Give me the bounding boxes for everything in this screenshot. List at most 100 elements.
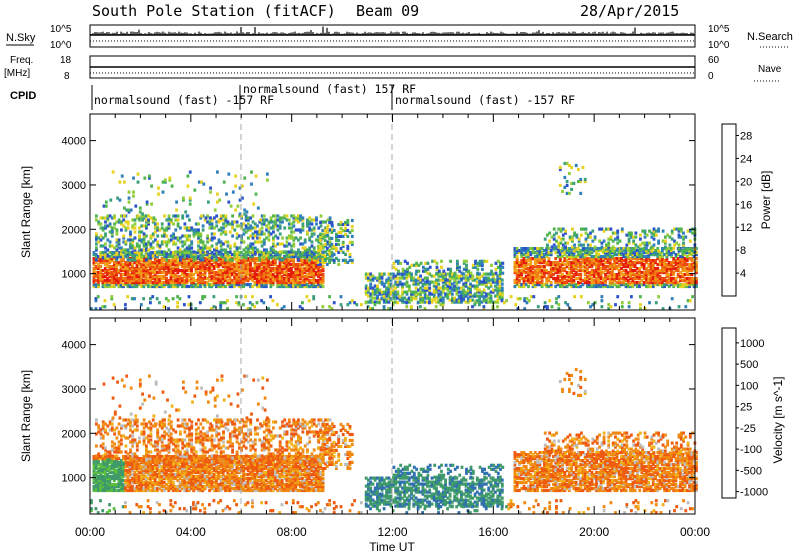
echo-cell (144, 267, 148, 271)
echo-cell (260, 273, 264, 277)
echo-cell (529, 261, 533, 265)
echo-cell (99, 216, 103, 220)
echo-cell (475, 290, 479, 294)
echo-cell (104, 254, 107, 258)
echo-cell (92, 277, 96, 281)
echo-cell (647, 265, 651, 269)
echo-cell (392, 290, 395, 294)
echo-cell (367, 286, 370, 290)
echo-cell (432, 274, 436, 278)
echo-cell (396, 284, 400, 288)
echo-cell (95, 246, 98, 250)
echo-cell (112, 281, 116, 285)
echo-cell (137, 261, 141, 265)
echo-cell (122, 255, 125, 259)
echo-cell (606, 253, 610, 257)
echo-cell (549, 253, 553, 257)
echo-cell (417, 276, 420, 280)
echo-cell (376, 300, 379, 304)
echo-cell (240, 256, 243, 260)
echo-cell (602, 249, 606, 253)
echo-cell (586, 263, 589, 267)
echo-cell (299, 257, 302, 261)
echo-cell (289, 263, 293, 267)
echo-cell (592, 249, 596, 253)
echo-cell (285, 244, 289, 248)
echo-cell (478, 288, 481, 292)
echo-cell (672, 265, 676, 269)
echo-cell (672, 277, 676, 281)
echo-cell (278, 269, 282, 273)
echo-cell (658, 251, 662, 255)
echo-cell (201, 224, 205, 228)
echo-cell (160, 263, 164, 267)
echo-cell (574, 265, 578, 269)
echo-cell (613, 275, 617, 279)
echo-cell (549, 249, 553, 253)
echo-cell (538, 271, 542, 275)
echo-cell (99, 275, 103, 279)
echo-cell (163, 252, 166, 256)
echo-cell (290, 248, 293, 252)
echo-cell (382, 272, 386, 276)
echo-cell (335, 236, 338, 240)
echo-cell (271, 277, 275, 281)
echo-cell (478, 259, 482, 263)
echo-cell (392, 284, 395, 288)
echo-cell (299, 284, 302, 289)
echo-cell (586, 283, 589, 287)
echo-cell (407, 274, 411, 278)
echo-cell (156, 275, 159, 279)
echo-cell (310, 265, 314, 269)
echo-cell (498, 288, 502, 292)
echo-cell (104, 224, 107, 228)
echo-cell (224, 275, 227, 279)
echo-cell (310, 271, 314, 275)
echo-cell (158, 267, 162, 271)
echo-cell (183, 242, 187, 246)
echo-cell (265, 250, 268, 254)
echo-cell (142, 224, 146, 228)
echo-cell (552, 269, 555, 273)
echo-cell (548, 239, 552, 243)
echo-cell (597, 275, 601, 279)
echo-cell (485, 292, 488, 296)
echo-cell (267, 263, 270, 267)
echo-cell (567, 263, 571, 267)
echo-cell (462, 296, 466, 300)
echo-cell (301, 269, 304, 273)
echo-cell (179, 226, 182, 230)
echo-cell (233, 279, 236, 283)
echo-cell (140, 214, 144, 218)
echo-cell (656, 247, 660, 251)
echo-cell (106, 261, 109, 265)
echo-cell (499, 269, 502, 273)
echo-cell (215, 251, 218, 255)
echo-cell (577, 273, 580, 277)
echo-cell (203, 253, 207, 257)
echo-cell (608, 283, 612, 287)
echo-cell (124, 279, 128, 283)
echo-cell (112, 263, 116, 267)
echo-cell (337, 258, 341, 262)
echo-cell (124, 250, 128, 254)
echo-cell (208, 238, 212, 242)
echo-cell (251, 279, 255, 283)
echo-cell (602, 257, 605, 261)
echo-cell (251, 226, 255, 230)
echo-cell (645, 271, 648, 275)
echo-cell (144, 265, 148, 269)
echo-cell (670, 261, 673, 265)
echo-cell (228, 267, 232, 271)
echo-cell (490, 269, 493, 273)
echo-cell (567, 273, 571, 277)
echo-cell (249, 228, 253, 232)
echo-cell (574, 263, 578, 267)
echo-cell (441, 274, 445, 278)
echo-cell (138, 216, 141, 220)
echo-cell (246, 267, 250, 271)
echo-cell (385, 300, 388, 304)
echo-cell (448, 286, 452, 290)
echo-cell (577, 269, 580, 273)
echo-cell (548, 231, 552, 235)
